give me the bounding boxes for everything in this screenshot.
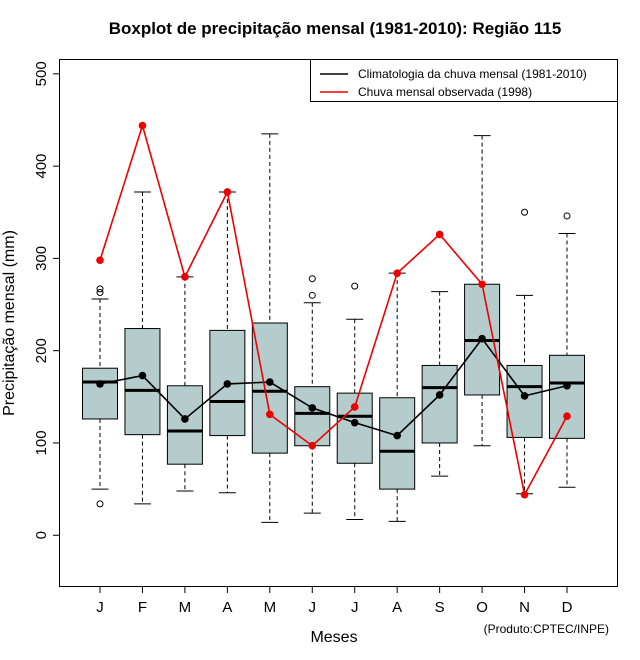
outlier-point-1 [351, 282, 359, 290]
y-tick-label-200: 200 [33, 338, 50, 363]
credit-text: (Produto:CPTEC/INPE) [484, 622, 609, 636]
series-point-2 [138, 121, 147, 130]
y-tick-label-400: 400 [33, 154, 50, 179]
legend-box [310, 59, 618, 102]
legend-label-observed: Chuva mensal observada (1998) [358, 85, 532, 99]
box-iqr [166, 385, 203, 465]
series-climatology [96, 334, 571, 440]
series-point-8 [393, 431, 401, 440]
outlier-point-1 [521, 208, 529, 216]
box-month-12 [549, 212, 585, 488]
x-tick-label-5: M [264, 599, 277, 616]
x-tick-label-1: J [96, 599, 104, 616]
series-point-12 [563, 381, 571, 390]
box-iqr [549, 354, 585, 439]
series-point-9 [435, 391, 444, 399]
x-tick-label-3: M [179, 599, 192, 616]
box-month-8 [379, 272, 416, 522]
box-month-7 [336, 282, 373, 521]
y-tick-label-100: 100 [33, 430, 50, 455]
series-point-10 [478, 280, 486, 289]
legend-label-climatology: Climatologia da chuva mensal (1981-2010) [358, 67, 587, 81]
x-tick-label-9: S [435, 599, 445, 616]
series-point-8 [393, 269, 401, 277]
series-point-5 [266, 410, 274, 419]
x-axis-label: Meses [310, 629, 357, 646]
series-point-11 [520, 490, 529, 499]
x-tick-label-10: O [476, 599, 488, 616]
outlier-point-1 [563, 212, 571, 220]
series-point-5 [266, 378, 274, 386]
series-point-10 [478, 334, 486, 343]
box-month-5 [251, 133, 288, 523]
outlier-point-2 [96, 289, 104, 297]
box-iqr [379, 397, 416, 490]
legend: Climatologia da chuva mensal (1981-2010)… [310, 59, 618, 102]
box-iqr [82, 367, 118, 420]
series-layer [96, 121, 571, 499]
series-point-7 [350, 418, 359, 427]
series-line [99, 122, 568, 497]
x-tick-label-8: A [392, 599, 402, 616]
plot-area-frame [59, 59, 618, 587]
box-iqr [506, 364, 543, 438]
x-tick-label-6: J [309, 599, 317, 616]
outlier-point-3 [96, 285, 104, 293]
box-month-2 [124, 191, 161, 505]
series-point-6 [308, 441, 317, 450]
boxes-layer [82, 133, 585, 523]
series-point-4 [223, 380, 232, 388]
series-point-1 [96, 380, 104, 388]
x-tick-label-4: A [222, 599, 232, 616]
series-point-4 [223, 188, 232, 196]
box-month-4 [209, 191, 246, 494]
series-point-6 [308, 404, 317, 412]
series-line [99, 337, 568, 437]
series-point-9 [435, 230, 444, 239]
x-tick-label-12: D [562, 599, 573, 616]
box-month-10 [464, 135, 501, 447]
series-point-1 [96, 256, 104, 265]
box-month-11 [506, 208, 543, 495]
y-tick-label-300: 300 [33, 246, 50, 271]
y-tick-label-500: 500 [33, 61, 50, 86]
series-observed [96, 121, 571, 499]
series-point-7 [350, 403, 359, 411]
outlier-point-1 [96, 500, 104, 508]
series-point-3 [181, 415, 189, 423]
x-tick-label-7: J [351, 599, 359, 616]
outlier-point-2 [308, 275, 316, 283]
y-tick-label-0: 0 [33, 531, 50, 539]
outlier-point-1 [308, 291, 316, 299]
series-point-12 [563, 412, 571, 421]
box-month-1 [82, 285, 118, 508]
box-month-6 [294, 275, 331, 514]
y-axis-label: Precipitação mensal (mm) [1, 230, 18, 416]
box-iqr [251, 322, 288, 454]
y-axis: 0 100 200 300 400 500 [33, 61, 60, 539]
box-month-3 [166, 276, 203, 492]
series-point-3 [181, 273, 189, 281]
box-month-9 [421, 291, 458, 477]
x-tick-label-11: N [519, 599, 530, 616]
x-tick-label-2: F [138, 599, 147, 616]
series-point-2 [138, 371, 147, 380]
chart-title: Boxplot de precipitação mensal (1981-201… [109, 19, 562, 38]
box-iqr [124, 328, 161, 436]
box-iqr [421, 364, 458, 444]
series-point-11 [520, 392, 529, 400]
